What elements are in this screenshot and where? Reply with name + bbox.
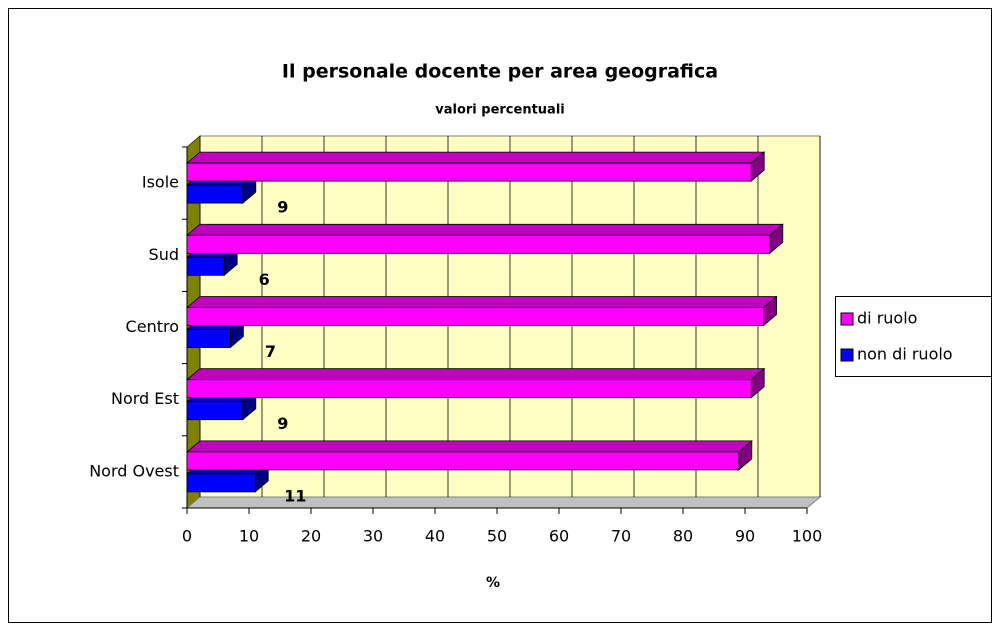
chart-subtitle: valori percentuali [435, 103, 565, 118]
data-label: 7 [265, 342, 276, 361]
bar-top [185, 296, 778, 308]
bar [186, 162, 752, 182]
x-tick-label: 90 [735, 527, 755, 546]
legend-box [835, 296, 992, 377]
bar [186, 379, 752, 399]
y-tick-label: Nord Est [111, 389, 179, 408]
bar-top [185, 223, 784, 236]
legend-swatch [840, 312, 854, 326]
x-tick-label: 40 [425, 527, 445, 546]
x-tick-label: 60 [549, 527, 569, 546]
data-label: 6 [259, 270, 270, 289]
bar-top [185, 151, 766, 164]
y-tick-label: Sud [149, 245, 179, 264]
bar [186, 451, 740, 471]
chart-title: Il personale docente per area geografica [282, 61, 718, 83]
x-tick-label: 10 [239, 527, 259, 546]
legend-label: non di ruolo [857, 345, 953, 364]
y-tick-label: Nord Ovest [89, 461, 179, 480]
bar [186, 401, 244, 421]
legend-label: di ruolo [857, 309, 917, 328]
floor [185, 496, 822, 509]
y-tick-label: Centro [126, 317, 179, 336]
data-label: 9 [277, 414, 288, 433]
x-tick-label: 100 [792, 527, 823, 546]
x-tick-label: 0 [182, 527, 192, 546]
x-tick-label: 20 [301, 527, 321, 546]
x-tick-label: 30 [363, 527, 383, 546]
data-label: 11 [284, 486, 306, 505]
x-axis-label: % [486, 575, 500, 591]
bar [186, 184, 244, 204]
x-tick-label: 70 [611, 527, 631, 546]
x-tick-label: 80 [673, 527, 693, 546]
y-tick-label: Isole [142, 173, 179, 192]
bar [186, 256, 225, 276]
bar [186, 234, 771, 254]
x-tick-label: 50 [487, 527, 507, 546]
bar [186, 329, 231, 348]
data-label: 9 [277, 198, 288, 217]
bar [186, 473, 256, 493]
bar [186, 307, 764, 326]
bar-top [185, 368, 766, 381]
legend-swatch [840, 348, 854, 362]
bar-top [185, 440, 753, 453]
